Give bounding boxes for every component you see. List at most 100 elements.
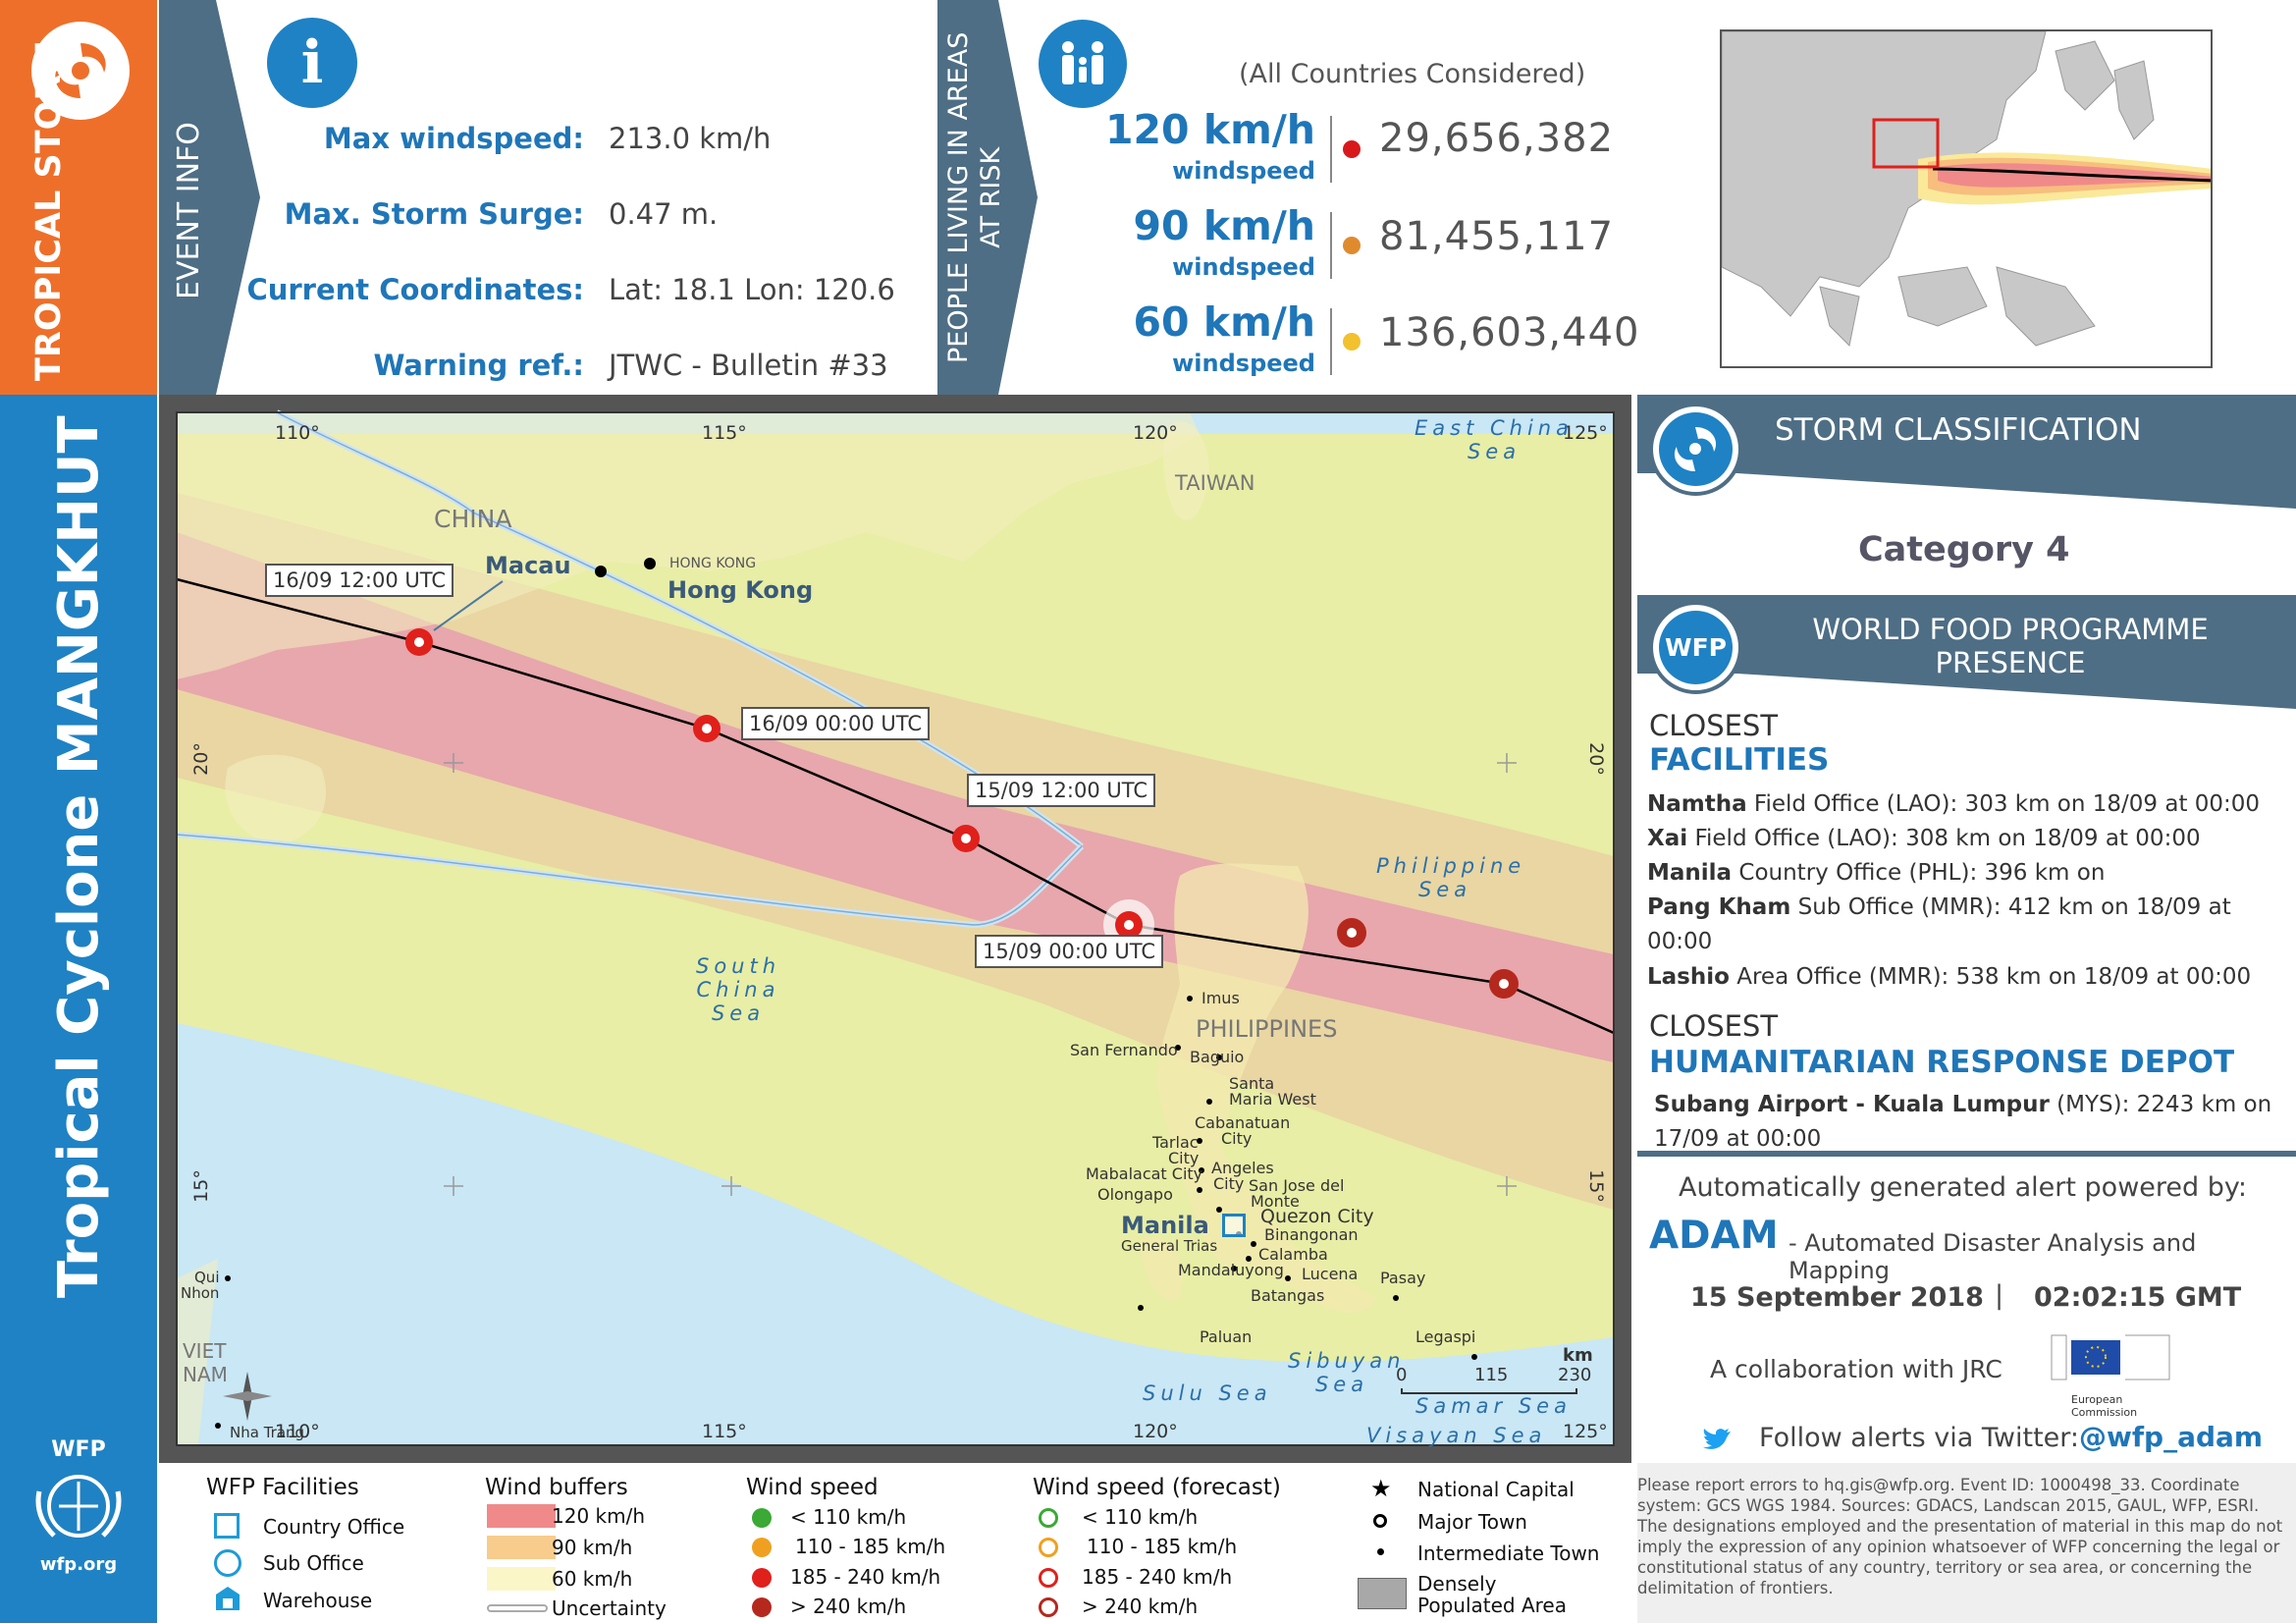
category-banner: TROPICAL STORM bbox=[0, 0, 157, 395]
uncertainty-swatch bbox=[487, 1604, 548, 1612]
town-label: Monte bbox=[1251, 1192, 1300, 1211]
lat-tick: 15° bbox=[1584, 1169, 1607, 1203]
time-label: 16/09 12:00 UTC bbox=[265, 564, 454, 597]
legend-speed-title: Wind speed bbox=[746, 1475, 879, 1500]
date-separator: | bbox=[1995, 1280, 2004, 1311]
country-label: TAIWAN bbox=[1175, 471, 1255, 495]
people-unit-90: windspeed bbox=[1172, 253, 1315, 281]
legend-item: > 240 km/h bbox=[1082, 1595, 1199, 1618]
legend-item: Major Town bbox=[1417, 1510, 1527, 1534]
depot-title: HUMANITARIAN RESPONSE DEPOT bbox=[1649, 1045, 2235, 1080]
adam-desc: - Automated Disaster Analysis and Mappin… bbox=[1789, 1229, 2197, 1284]
legend-item: 110 - 185 km/h bbox=[795, 1535, 946, 1558]
forecast-icon-red bbox=[1039, 1568, 1058, 1588]
legend-forecast-title: Wind speed (forecast) bbox=[1033, 1475, 1281, 1500]
scale-val: 115 bbox=[1474, 1365, 1509, 1385]
lon-tick: 115° bbox=[702, 422, 747, 444]
powered-text: Automatically generated alert powered by… bbox=[1679, 1172, 2247, 1203]
people-tab bbox=[937, 0, 998, 395]
town-label: Maria West bbox=[1229, 1090, 1316, 1109]
town-label: City bbox=[1168, 1149, 1200, 1167]
info-icon: i bbox=[267, 18, 357, 108]
twitter-icon bbox=[1701, 1426, 1733, 1453]
town-label: Nha Trang bbox=[230, 1424, 305, 1441]
lon-tick: 120° bbox=[1133, 422, 1178, 444]
town-label: Baguio bbox=[1190, 1048, 1245, 1066]
country-office-icon bbox=[214, 1513, 240, 1539]
wfp-presence-header: WORLD FOOD PROGRAMME PRESENCE bbox=[1637, 595, 2296, 679]
event-label-coords: Current Coordinates: bbox=[246, 273, 584, 306]
intermediate-town-icon bbox=[1377, 1548, 1384, 1555]
wfp-presence-pointer bbox=[1737, 674, 2296, 709]
closest-label-2: CLOSEST bbox=[1649, 1009, 1779, 1043]
event-value-windspeed: 213.0 km/h bbox=[609, 122, 772, 155]
alert-time: 02:02:15 GMT bbox=[2034, 1282, 2242, 1313]
town-label: Paluan bbox=[1200, 1327, 1253, 1346]
country-label: CHINA bbox=[434, 505, 512, 533]
town-label: Santa bbox=[1229, 1074, 1275, 1093]
sea-label: Philippine Sea bbox=[1376, 854, 1526, 901]
follow-text[interactable]: Follow alerts via Twitter: bbox=[1759, 1423, 2079, 1453]
town-label: Tarlac bbox=[1152, 1133, 1199, 1152]
swatch-90 bbox=[487, 1536, 556, 1559]
time-label: 15/09 12:00 UTC bbox=[967, 774, 1156, 807]
lon-tick: 110° bbox=[275, 422, 320, 444]
ec-logo: European Commission bbox=[2042, 1330, 2179, 1419]
cyclone-icon bbox=[31, 22, 130, 120]
legend-item: Intermediate Town bbox=[1417, 1542, 1600, 1565]
legend-facilities-title: WFP Facilities bbox=[206, 1475, 359, 1500]
warehouse-icon bbox=[216, 1587, 240, 1610]
time-label: 16/09 00:00 UTC bbox=[741, 707, 931, 740]
wfp-badge: WFP bbox=[1649, 601, 1742, 694]
legend-item: Country Office bbox=[263, 1515, 405, 1539]
adam-label: ADAM bbox=[1649, 1214, 1779, 1258]
event-label-windspeed: Max windspeed: bbox=[323, 122, 584, 155]
forecast-icon-orange bbox=[1039, 1538, 1058, 1557]
people-unit-120: windspeed bbox=[1172, 157, 1315, 185]
sea-label: Samar Sea bbox=[1415, 1394, 1572, 1418]
town-label: Cabanatuan bbox=[1195, 1113, 1291, 1132]
divider bbox=[1330, 116, 1332, 183]
dot-90 bbox=[1343, 237, 1361, 254]
legend-item: 60 km/h bbox=[552, 1567, 633, 1591]
sea-label: Sulu Sea bbox=[1143, 1381, 1272, 1405]
depot-row: Subang Airport - Kuala Lumpur (MYS): 224… bbox=[1654, 1092, 2272, 1117]
sidebar-title-bar: Tropical Cyclone MANGKHUT WFP wfp.org bbox=[0, 395, 157, 1623]
scale-bar bbox=[1401, 1388, 1577, 1394]
sea-label: Sibuyan Sea bbox=[1288, 1349, 1406, 1396]
legend-item: National Capital bbox=[1417, 1478, 1575, 1501]
storm-marker bbox=[1489, 969, 1519, 999]
people-icon bbox=[1039, 20, 1127, 108]
storm-class-title: STORM CLASSIFICATION bbox=[1775, 412, 2142, 448]
event-value-surge: 0.47 m. bbox=[609, 197, 719, 231]
dot-120 bbox=[1343, 140, 1361, 158]
legend-item: 110 - 185 km/h bbox=[1087, 1535, 1238, 1558]
legend-item: Sub Office bbox=[263, 1551, 364, 1575]
wfp-logo: WFP wfp.org bbox=[20, 1437, 137, 1575]
facility-row: Namtha Field Office (LAO): 303 km on 18/… bbox=[1647, 791, 2261, 817]
lat-tick: 20° bbox=[189, 742, 212, 776]
lon-tick: 115° bbox=[702, 1421, 747, 1442]
closest-label: CLOSEST bbox=[1649, 709, 1779, 742]
legend-item: > 240 km/h bbox=[790, 1595, 907, 1618]
storm-marker bbox=[693, 715, 721, 742]
twitter-handle[interactable]: @wfp_adam bbox=[2079, 1421, 2264, 1453]
wfp-logo-text: WFP bbox=[51, 1437, 106, 1462]
legend-buffers-title: Wind buffers bbox=[485, 1475, 628, 1500]
town-label: General Trias bbox=[1121, 1237, 1218, 1255]
lat-tick: 15° bbox=[189, 1169, 212, 1203]
event-info-tab bbox=[159, 0, 216, 395]
facilities-title: FACILITIES bbox=[1649, 742, 1830, 778]
forecast-icon-green bbox=[1039, 1508, 1058, 1528]
facility-row: Manila Country Office (PHL): 396 km on bbox=[1647, 860, 2106, 886]
speed-icon-red bbox=[752, 1568, 772, 1588]
country-office-marker bbox=[1222, 1214, 1246, 1237]
major-town-icon bbox=[1373, 1514, 1387, 1528]
wfp-url: wfp.org bbox=[39, 1554, 118, 1575]
dot-60 bbox=[1343, 333, 1361, 351]
scale-val: 0 bbox=[1396, 1365, 1408, 1385]
lon-tick: 110° bbox=[275, 1421, 320, 1442]
people-speed-60: 60 km/h bbox=[1133, 298, 1315, 346]
legend-item: 90 km/h bbox=[552, 1536, 633, 1559]
people-tab-arrow bbox=[998, 0, 1038, 395]
